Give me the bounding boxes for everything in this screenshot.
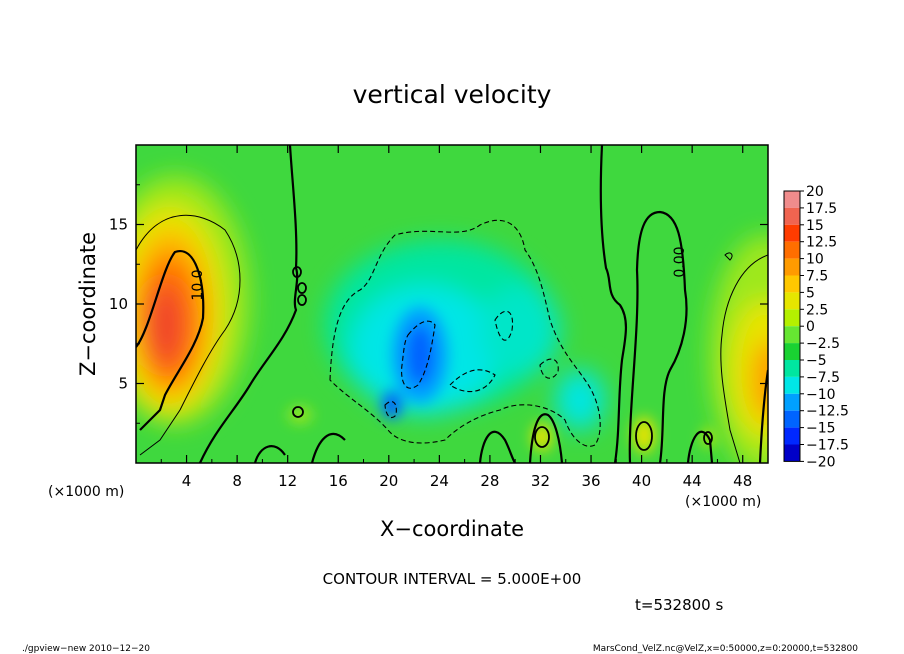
x-tick-label: 20 [379, 472, 398, 490]
x-tick-label: 48 [733, 472, 752, 490]
x-tick-label: 16 [329, 472, 348, 490]
colorbar-segment [784, 275, 800, 293]
y-tick-label: 5 [118, 375, 128, 393]
colorbar-segment [784, 224, 800, 242]
colorbar-segment [784, 191, 800, 208]
y-axis: 5 10 15 [109, 184, 768, 424]
colorbar-segment [784, 207, 800, 225]
footer-right: MarsCond_VelZ.nc@VelZ,x=0:50000,z=0:2000… [593, 644, 858, 654]
x-tick-label: 8 [232, 472, 242, 490]
x-tick-label: 40 [632, 472, 651, 490]
colorbar-segment [784, 376, 800, 394]
colorbar-label: 17.5 [806, 201, 837, 217]
contour-interval-text: CONTOUR INTERVAL = 5.000E+00 [323, 570, 582, 588]
contour-negative [329, 219, 601, 447]
colorbar-segment [784, 427, 800, 445]
colorbar-label: −5 [806, 353, 827, 369]
x-tick-label: 28 [480, 472, 499, 490]
colorbar-label: 2.5 [806, 302, 828, 318]
colorbar-segment [784, 326, 800, 344]
colorbar-label: 15 [806, 218, 824, 234]
y-unit-label: (×1000 m) [48, 484, 124, 500]
x-unit-label: (×1000 m) [685, 494, 761, 510]
colorbar-segment [784, 393, 800, 411]
colorbar-label: 10 [806, 252, 824, 268]
x-tick-label: 32 [531, 472, 550, 490]
contour-small-loops [292, 266, 713, 451]
colorbar-segment [784, 309, 800, 327]
x-tick-label: 4 [182, 472, 192, 490]
x-tick-label: 24 [430, 472, 449, 490]
colorbar-label: −12.5 [806, 404, 849, 420]
colorbar-label: 5 [806, 285, 815, 301]
colorbar-label: 0 [806, 319, 815, 335]
downdraft-core [382, 307, 448, 419]
footer-left: ./gpview−new 2010−12−20 [22, 644, 150, 654]
colorbar-label: −15 [806, 421, 836, 437]
colorbar-label: −17.5 [806, 438, 849, 454]
colorbar-segment [784, 241, 800, 259]
colorbar-segment [784, 258, 800, 276]
colorbar-label: −7.5 [806, 370, 840, 386]
x-axis: 4 8 12 16 20 24 28 32 36 40 44 48 [160, 145, 752, 490]
colorbar-segment [784, 292, 800, 310]
y-tick-label: 10 [109, 295, 128, 313]
colorbar-label: 7.5 [806, 269, 828, 285]
y-tick-label: 15 [109, 216, 128, 234]
colorbar-label: −20 [806, 454, 836, 470]
colorbar-segment [784, 360, 800, 377]
x-tick-label: 12 [278, 472, 297, 490]
updraft-left [136, 175, 250, 425]
contour-label-10: 10.0 [190, 269, 206, 300]
time-text: t=532800 s [635, 596, 723, 614]
colorbar-label: 20 [806, 184, 824, 200]
colorbar-label: −2.5 [806, 336, 840, 352]
colorbar: 2017.51512.5107.552.50−2.5−5−7.5−10−12.5… [783, 184, 849, 470]
y-axis-title: Z−coordinate [76, 232, 100, 376]
colorbar-segment [784, 444, 800, 462]
contour-thin [136, 214, 768, 463]
colorbar-segment [784, 343, 800, 360]
x-tick-label: 36 [581, 472, 600, 490]
contour-lines [136, 145, 768, 463]
colorbar-label: 12.5 [806, 235, 837, 251]
colorbar-segment [784, 410, 800, 428]
plot-area: 10.0 0.00 [136, 145, 768, 463]
colorbar-label: −10 [806, 387, 836, 403]
x-axis-title: X−coordinate [380, 517, 524, 541]
chart-title: vertical velocity [353, 80, 552, 109]
x-tick-label: 44 [683, 472, 702, 490]
updraft-right [710, 235, 768, 463]
contour-label-0: 0.00 [672, 246, 688, 277]
